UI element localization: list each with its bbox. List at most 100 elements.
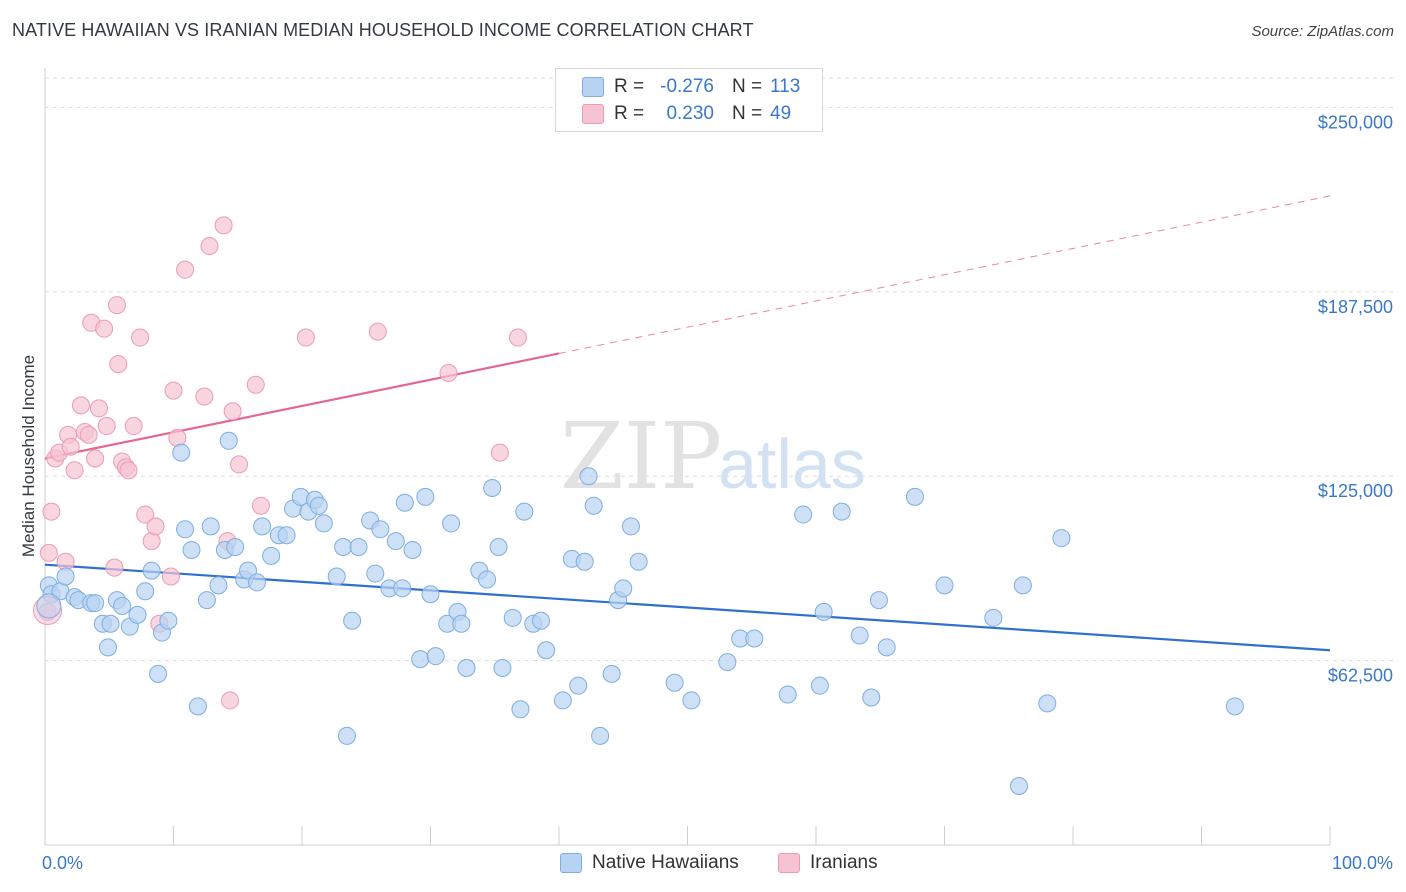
point-iranian	[86, 449, 105, 468]
point-native-hawaiian	[36, 593, 62, 619]
point-native-hawaiian	[337, 726, 356, 745]
point-native-hawaiian	[515, 502, 534, 521]
point-iranian	[61, 437, 80, 456]
point-native-hawaiian	[136, 582, 155, 601]
point-native-hawaiian	[850, 626, 869, 645]
point-iranian	[79, 425, 98, 444]
point-native-hawaiian	[511, 700, 530, 719]
point-native-hawaiian	[113, 597, 132, 616]
point-native-hawaiian	[935, 576, 954, 595]
point-iranian	[223, 402, 242, 421]
legend-r-value: 0.230	[666, 103, 714, 124]
point-iranian	[161, 567, 180, 586]
point-native-hawaiian	[665, 673, 684, 692]
point-native-hawaiian	[1052, 529, 1071, 548]
point-native-hawaiian	[262, 546, 281, 565]
y-tick-label: $250,000	[1318, 112, 1393, 132]
point-iranian	[195, 387, 214, 406]
point-native-hawaiian	[1010, 776, 1029, 795]
point-native-hawaiian	[614, 579, 633, 598]
point-iranian	[164, 381, 183, 400]
point-iranian	[508, 328, 527, 347]
point-native-hawaiian	[478, 570, 497, 589]
point-native-hawaiian	[537, 641, 556, 660]
legend-swatch-pink	[582, 104, 604, 124]
point-iranian	[176, 260, 195, 279]
point-native-hawaiian	[421, 585, 440, 604]
point-native-hawaiian	[253, 517, 272, 536]
point-native-hawaiian	[575, 552, 594, 571]
point-native-hawaiian	[142, 561, 161, 580]
point-iranian	[89, 399, 108, 418]
point-iranian	[168, 428, 187, 447]
point-native-hawaiian	[877, 638, 896, 657]
point-native-hawaiian	[621, 517, 640, 536]
point-native-hawaiian	[343, 611, 362, 630]
y-tick-label: $187,500	[1318, 297, 1393, 317]
point-iranian	[124, 417, 143, 436]
point-native-hawaiian	[201, 517, 220, 536]
point-native-hawaiian	[128, 605, 147, 624]
point-native-hawaiian	[393, 579, 412, 598]
point-native-hawaiian	[349, 538, 368, 557]
point-native-hawaiian	[426, 647, 445, 666]
point-native-hawaiian	[172, 443, 191, 462]
legend-label: Iranians	[810, 852, 878, 873]
point-native-hawaiian	[209, 576, 228, 595]
point-native-hawaiian	[832, 502, 851, 521]
legend-r-label: R =	[614, 76, 645, 97]
legend-n-label: N =	[732, 103, 763, 124]
point-iranian	[42, 502, 61, 521]
point-iranian	[251, 496, 270, 515]
data-points	[33, 216, 1244, 795]
point-native-hawaiian	[584, 496, 603, 515]
point-iranian	[119, 461, 138, 480]
y-tick-label: $62,500	[1328, 666, 1393, 686]
point-native-hawaiian	[682, 691, 701, 710]
point-native-hawaiian	[371, 520, 390, 539]
point-iranian	[146, 517, 165, 536]
point-iranian	[439, 363, 458, 382]
point-native-hawaiian	[532, 611, 551, 630]
x-tick-label: 0.0%	[42, 853, 83, 873]
point-iranian	[109, 355, 128, 374]
point-native-hawaiian	[149, 664, 168, 683]
point-iranian	[97, 417, 116, 436]
trend-line-iranians-projection	[558, 195, 1331, 354]
axis-labels: $62,500 $125,000 $187,500 $250,000 0.0% 100.0…	[19, 112, 1393, 873]
legend-n-value: 113	[770, 76, 801, 97]
point-native-hawaiian	[810, 676, 829, 695]
point-native-hawaiian	[182, 540, 201, 559]
y-axis-label: Median Household Income	[19, 355, 38, 557]
legend-label: Native Hawaiians	[592, 852, 739, 873]
point-native-hawaiian	[159, 611, 178, 630]
point-iranian	[39, 543, 58, 562]
point-native-hawaiian	[314, 514, 333, 533]
point-native-hawaiian	[794, 505, 813, 524]
point-native-hawaiian	[226, 538, 245, 557]
point-native-hawaiian	[814, 602, 833, 621]
point-native-hawaiian	[442, 514, 461, 533]
point-native-hawaiian	[395, 493, 414, 512]
legend-row-native-hawaiians: R = -0.276 N = 113	[556, 74, 822, 100]
point-native-hawaiian	[309, 496, 328, 515]
point-native-hawaiian	[219, 431, 238, 450]
point-iranian	[105, 558, 124, 577]
point-native-hawaiian	[277, 526, 296, 545]
point-iranian	[131, 328, 150, 347]
point-iranian	[230, 455, 249, 474]
point-native-hawaiian	[489, 538, 508, 557]
point-native-hawaiian	[457, 658, 476, 677]
point-iranian	[246, 375, 265, 394]
point-native-hawaiian	[98, 638, 117, 657]
point-native-hawaiian	[602, 664, 621, 683]
point-iranian	[95, 319, 114, 338]
legend-row-iranians: R = 0.230 N = 49	[556, 101, 822, 127]
trend-line-iranians	[44, 352, 560, 460]
watermark-atlas: atlas	[718, 425, 866, 503]
point-native-hawaiian	[493, 658, 512, 677]
legend-n-label: N =	[732, 76, 763, 97]
legend-r-label: R =	[614, 103, 645, 124]
point-iranian	[221, 691, 240, 710]
point-native-hawaiian	[411, 650, 430, 669]
